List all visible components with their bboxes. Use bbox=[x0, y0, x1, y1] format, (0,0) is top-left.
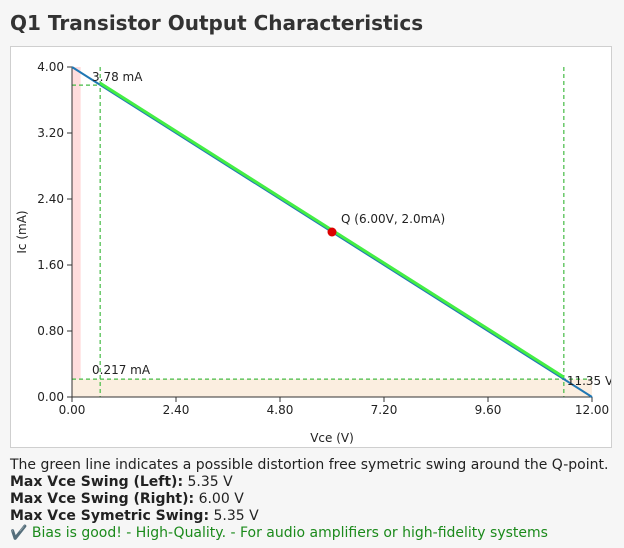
max-swing-right-label: Max Vce Swing (Right): bbox=[10, 491, 195, 507]
chart-panel: 0.00 2.40 4.80 7.20 9.60 12.00 0.00 0.80 1.60 2.4… bbox=[10, 46, 612, 448]
ic-max-label: 3.78 mA bbox=[92, 70, 143, 84]
x-tick-label: 2.40 bbox=[163, 403, 190, 417]
x-tick-label: 4.80 bbox=[267, 403, 294, 417]
max-swing-left: Max Vce Swing (Left): 5.35 V bbox=[10, 474, 608, 491]
x-axis-label: Vce (V) bbox=[310, 431, 354, 445]
y-tick-label: 1.60 bbox=[37, 258, 64, 272]
y-tick-label: 3.20 bbox=[37, 126, 64, 140]
y-tick-label: 0.80 bbox=[37, 324, 64, 338]
y-tick-label: 4.00 bbox=[37, 60, 64, 74]
max-swing-symmetric-value: 5.35 V bbox=[213, 508, 259, 524]
vce-max-label: 11.35 V bbox=[567, 374, 611, 388]
max-swing-left-value: 5.35 V bbox=[187, 474, 233, 490]
y-tick-label: 0.00 bbox=[37, 390, 64, 404]
chart-title: Q1 Transistor Output Characteristics bbox=[10, 11, 424, 35]
y-axis-label: Ic (mA) bbox=[15, 210, 29, 253]
max-swing-symmetric: Max Vce Symetric Swing: 5.35 V bbox=[10, 508, 608, 525]
x-tick-label: 12.00 bbox=[575, 403, 609, 417]
max-swing-right: Max Vce Swing (Right): 6.00 V bbox=[10, 491, 608, 508]
x-tick-label: 0.00 bbox=[59, 403, 86, 417]
q-point-marker bbox=[327, 227, 337, 237]
info-panel: The green line indicates a possible dist… bbox=[10, 457, 608, 542]
x-tick-label: 9.60 bbox=[475, 403, 502, 417]
max-swing-left-label: Max Vce Swing (Left): bbox=[10, 474, 184, 490]
y-tick-label: 2.40 bbox=[37, 192, 64, 206]
q-point-label: Q (6.00V, 2.0mA) bbox=[341, 212, 445, 226]
saturation-region-0 bbox=[72, 67, 81, 397]
swing-description: The green line indicates a possible dist… bbox=[10, 457, 609, 473]
ic-min-label: 0.217 mA bbox=[92, 363, 151, 377]
chart-svg: 0.00 2.40 4.80 7.20 9.60 12.00 0.00 0.80 1.60 2.4… bbox=[15, 60, 611, 445]
max-swing-right-value: 6.00 V bbox=[198, 491, 244, 507]
max-swing-symmetric-label: Max Vce Symetric Swing: bbox=[10, 508, 210, 524]
x-tick-label: 7.20 bbox=[371, 403, 398, 417]
cutoff-region-1 bbox=[72, 379, 592, 397]
bias-status: ✔️ Bias is good! - High-Quality. - For a… bbox=[10, 525, 548, 541]
